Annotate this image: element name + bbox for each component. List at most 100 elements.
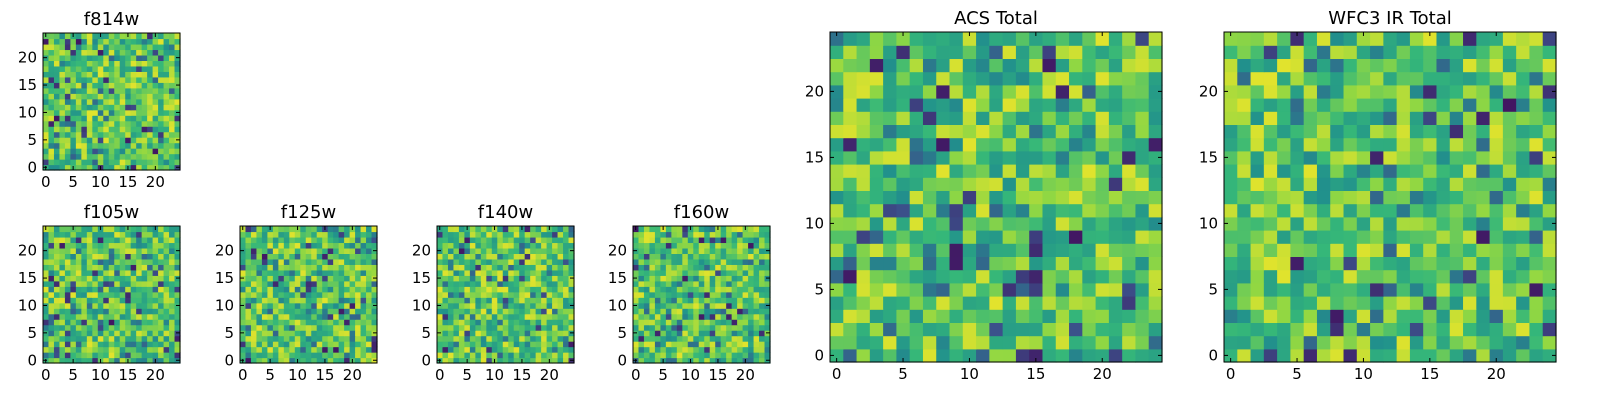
heatmap-cell <box>869 309 884 323</box>
heatmap-cell <box>1476 309 1491 323</box>
heatmap-cell <box>638 286 645 293</box>
heatmap-cell <box>1108 216 1123 231</box>
heatmap-cell <box>909 348 924 363</box>
heatmap-cell <box>480 286 487 293</box>
heatmap-cell <box>1449 322 1464 337</box>
heatmap-cell <box>64 258 71 265</box>
heatmap-cell <box>147 226 154 233</box>
heatmap-cell <box>976 256 990 271</box>
heatmap-cell <box>86 148 93 155</box>
heatmap-cell <box>502 324 509 331</box>
heatmap-cell <box>261 291 268 298</box>
heatmap-cell <box>909 282 924 297</box>
heatmap-cell <box>53 54 61 61</box>
heatmap-cell <box>169 43 176 51</box>
heatmap-cell <box>698 346 705 353</box>
heatmap-cell <box>1463 98 1477 112</box>
heatmap-cell <box>256 308 263 315</box>
heatmap-cell <box>508 308 515 315</box>
heatmap-cell <box>748 280 755 287</box>
heatmap-cell <box>497 247 504 254</box>
heatmap-cell <box>169 76 176 83</box>
heatmap-cell <box>437 346 444 353</box>
heatmap-cell <box>70 319 77 326</box>
heatmap-cell <box>141 82 148 89</box>
heatmap-cell <box>962 71 977 86</box>
heatmap-cell <box>660 247 667 254</box>
heatmap-cell <box>103 313 110 320</box>
heatmap-cell <box>1316 256 1331 271</box>
heatmap-cell <box>1290 335 1305 350</box>
heatmap-cell <box>119 319 126 326</box>
heatmap-cell <box>486 335 493 342</box>
heatmap-cell <box>962 84 977 99</box>
heatmap-cell <box>1409 216 1424 231</box>
heatmap-cell <box>53 49 61 56</box>
heatmap-cell <box>480 269 487 276</box>
heatmap-cell <box>70 93 77 100</box>
heatmap-cell <box>922 282 937 297</box>
heatmap-cell <box>1015 58 1030 73</box>
heatmap-cell <box>453 253 460 260</box>
heatmap-cell <box>563 280 570 287</box>
heatmap-cell <box>1516 98 1531 112</box>
heatmap-cell <box>633 308 640 315</box>
heatmap-cell <box>687 286 694 293</box>
heatmap-cell <box>726 269 733 276</box>
heatmap-cell <box>338 275 345 282</box>
heatmap-cell <box>1516 256 1531 271</box>
heatmap-cell <box>552 352 559 359</box>
heatmap-cell <box>1250 111 1265 125</box>
heatmap-cell <box>141 319 148 326</box>
heatmap-cell <box>909 45 924 59</box>
heatmap-cell <box>922 190 937 205</box>
heatmap-cell <box>1055 348 1070 363</box>
heatmap-cell <box>742 313 749 320</box>
heatmap-cell <box>1489 32 1504 46</box>
heatmap-cell <box>1529 282 1544 297</box>
y-tick-label: 0 <box>814 346 824 364</box>
heatmap-cell <box>174 93 181 100</box>
heatmap-cell <box>649 308 656 315</box>
heatmap-cell <box>114 60 121 67</box>
heatmap-cell <box>300 308 307 315</box>
heatmap-cell <box>1055 111 1070 125</box>
heatmap-cell <box>152 324 159 331</box>
heatmap-cell <box>753 335 760 342</box>
heatmap-cell <box>1449 177 1464 191</box>
heatmap-cell <box>742 324 749 331</box>
heatmap-cell <box>147 302 154 309</box>
heatmap-cell <box>535 242 542 249</box>
heatmap-cell <box>638 247 645 254</box>
heatmap-cell <box>147 60 154 67</box>
heatmap-cell <box>976 71 990 86</box>
heatmap-cell <box>86 120 93 127</box>
heatmap-cell <box>687 258 694 265</box>
heatmap-cell <box>152 131 159 138</box>
heatmap-cell <box>152 76 159 83</box>
heatmap-cell <box>453 346 460 353</box>
heatmap-cell <box>1316 137 1331 152</box>
heatmap-cell <box>289 357 296 364</box>
heatmap-cell <box>119 33 126 40</box>
heatmap-cell <box>660 286 667 293</box>
heatmap-cell <box>147 164 154 171</box>
heatmap-cell <box>936 150 951 165</box>
heatmap-cell <box>97 258 104 265</box>
heatmap-cell <box>541 226 548 233</box>
heatmap-cell <box>654 264 661 271</box>
heatmap-cell <box>1042 256 1057 271</box>
heatmap-cell <box>693 352 700 359</box>
heatmap-cell <box>1250 32 1265 46</box>
heatmap-cell <box>1542 335 1557 350</box>
heatmap-cell <box>1542 98 1557 112</box>
heatmap-cell <box>1095 216 1110 231</box>
heatmap-cell <box>568 297 575 304</box>
heatmap-cell <box>250 357 258 364</box>
heatmap-cell <box>962 111 977 125</box>
heatmap-cell <box>119 38 126 45</box>
heatmap-cell <box>119 60 126 67</box>
heatmap-cell <box>119 164 126 171</box>
heatmap-cell <box>1502 243 1517 257</box>
heatmap-cell <box>726 286 733 293</box>
